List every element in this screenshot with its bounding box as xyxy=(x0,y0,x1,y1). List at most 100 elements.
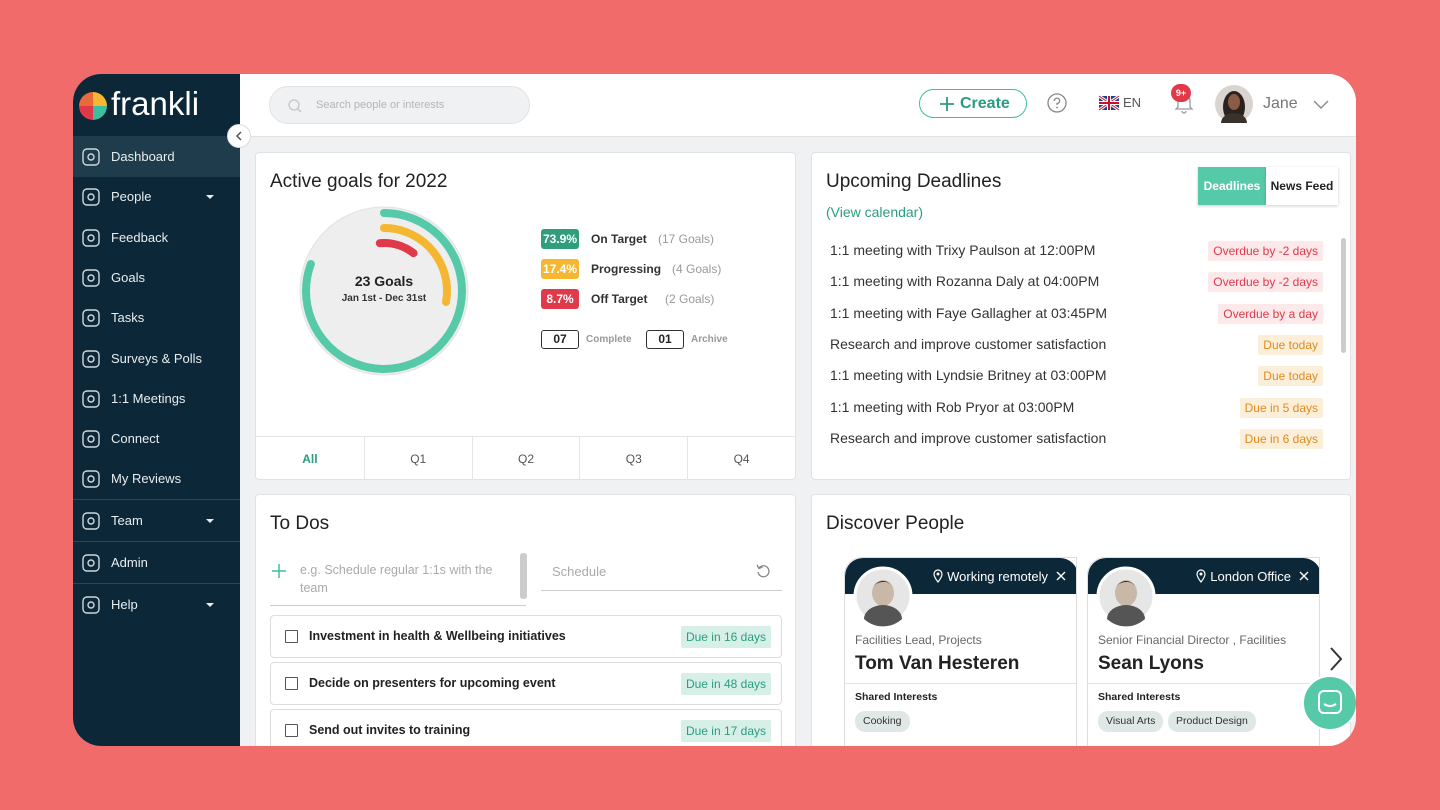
nav-item[interactable]: 1:1 Meetings xyxy=(73,378,240,419)
person-avatar xyxy=(853,566,913,627)
card-title: Upcoming Deadlines xyxy=(826,171,1002,192)
reset-icon[interactable] xyxy=(756,564,770,578)
nav-icon xyxy=(82,595,100,614)
nav-separator xyxy=(73,582,240,584)
deadline-text[interactable]: Research and improve customer satisfacti… xyxy=(830,429,1107,446)
next-arrow[interactable] xyxy=(1329,647,1343,671)
nav-label: Feedback xyxy=(111,229,169,245)
deadline-status: Overdue by -2 days xyxy=(1208,272,1323,293)
feed-toggle[interactable]: Deadlines xyxy=(1198,167,1266,205)
quarter-tabs: All Q1 Q2 Q3 Q4 xyxy=(256,436,795,481)
close-icon xyxy=(1299,571,1309,581)
nav-item[interactable]: People xyxy=(73,176,240,217)
nav-item[interactable]: Admin xyxy=(73,542,240,583)
language[interactable]: EN xyxy=(1123,95,1142,110)
nav-label: Tasks xyxy=(111,310,145,326)
nav-item[interactable]: Team xyxy=(73,500,240,541)
quarter-tab[interactable]: Q4 xyxy=(687,437,795,481)
deadline-text[interactable]: Research and improve customer satisfacti… xyxy=(830,335,1107,352)
search-placeholder: Search people or interests xyxy=(316,99,445,111)
counter-box: 07 xyxy=(541,330,579,349)
scrollbar xyxy=(1341,238,1346,353)
interest-tag[interactable]: Cooking xyxy=(855,711,910,732)
notification-count: 9+ xyxy=(1175,88,1187,98)
person-avatar xyxy=(1096,566,1156,627)
status-count: (4 Goals) xyxy=(672,262,722,276)
discover-card: Discover People Working remotely Faciliti… xyxy=(811,494,1351,746)
shared-interests-label: Shared Interests xyxy=(855,691,938,703)
todo-due: Due in 48 days xyxy=(680,673,771,695)
feed-toggle[interactable]: News Feed xyxy=(1266,167,1338,205)
schedule-placeholder[interactable]: Schedule xyxy=(552,564,607,579)
nav-icon xyxy=(82,511,100,530)
quarter-tab[interactable]: Q1 xyxy=(363,437,472,481)
quarter-tab[interactable]: All xyxy=(302,452,318,466)
nav-item[interactable]: Connect xyxy=(73,418,240,459)
status-label: Progressing xyxy=(591,262,662,276)
deadline-status: Overdue by a day xyxy=(1218,303,1323,324)
status-badge: 8.7% xyxy=(541,289,579,309)
person-card[interactable]: Working remotely Facilities Lead, Project… xyxy=(844,557,1077,746)
nav-item[interactable]: Feedback xyxy=(73,217,240,258)
deadline-text[interactable]: 1:1 meeting with Lyndsie Britney at 03:0… xyxy=(830,367,1107,384)
person-role: Facilities Lead, Projects xyxy=(855,633,982,647)
nav-caret xyxy=(206,602,214,607)
search-box[interactable]: Search people or interests xyxy=(269,86,530,124)
nav-item[interactable]: Tasks xyxy=(73,297,240,338)
nav-item[interactable]: Goals xyxy=(73,257,240,298)
deadline-text[interactable]: 1:1 meeting with Rozanna Daly at 04:00PM xyxy=(830,273,1100,290)
pin-icon xyxy=(933,569,943,583)
view-calendar-link[interactable]: (View calendar) xyxy=(826,204,924,220)
person-location: Working remotely xyxy=(947,569,1048,584)
deadline-list: 1:1 meeting with Trixy Paulson at 12:00P… xyxy=(812,231,1337,467)
deadline-status: Due in 6 days xyxy=(1239,428,1323,449)
chat-launcher[interactable] xyxy=(1302,675,1356,731)
nav-icon xyxy=(82,349,100,368)
input-underline xyxy=(270,605,526,606)
input-scrollbar xyxy=(520,553,527,599)
deadline-text[interactable]: 1:1 meeting with Faye Gallagher at 03:45… xyxy=(830,304,1108,321)
user-menu-caret[interactable] xyxy=(1313,100,1329,110)
quarter-tab[interactable]: Q2 xyxy=(471,437,580,481)
todo-item[interactable]: Decide on presenters for upcoming event D… xyxy=(270,662,782,705)
todo-checkbox[interactable] xyxy=(285,677,298,690)
nav-icon xyxy=(82,309,100,327)
nav-icon xyxy=(82,553,100,572)
todo-item[interactable]: Investment in health & Wellbeing initiat… xyxy=(270,615,782,658)
nav-label: Connect xyxy=(111,431,160,447)
create-label: Create xyxy=(960,95,1010,112)
person-location: London Office xyxy=(1210,569,1291,584)
nav-item[interactable]: Help xyxy=(73,584,240,625)
card-divider xyxy=(1088,683,1319,684)
deadline-text[interactable]: 1:1 meeting with Rob Pryor at 03:00PM xyxy=(830,398,1075,415)
nav-icon xyxy=(82,470,100,489)
add-icon[interactable] xyxy=(272,564,286,578)
logo-icon xyxy=(79,92,107,120)
nav-label: Surveys & Polls xyxy=(111,350,203,366)
nav-label: People xyxy=(111,189,152,205)
interest-tag[interactable]: Visual Arts xyxy=(1098,711,1164,732)
interest-tag[interactable]: Product Design xyxy=(1168,711,1256,732)
schedule-underline xyxy=(541,590,782,591)
nav-item[interactable]: My Reviews xyxy=(73,458,240,499)
create-button[interactable]: Create xyxy=(919,89,1027,118)
deadline-status: Due in 5 days xyxy=(1239,397,1323,418)
plus-icon xyxy=(940,97,954,111)
user-name[interactable]: Jane xyxy=(1263,95,1298,112)
todo-item[interactable]: Send out invites to training Due in 17 da… xyxy=(270,709,782,746)
help-icon[interactable] xyxy=(1047,93,1067,113)
user-avatar[interactable] xyxy=(1215,85,1253,123)
todo-checkbox[interactable] xyxy=(285,724,298,737)
collapse-button[interactable] xyxy=(227,124,251,148)
nav-item[interactable]: Surveys & Polls xyxy=(73,338,240,379)
nav-separator xyxy=(73,540,240,542)
todo-input-placeholder[interactable]: e.g. Schedule regular 1:1s with the team xyxy=(300,563,493,595)
deadline-text[interactable]: 1:1 meeting with Trixy Paulson at 12:00P… xyxy=(830,242,1096,258)
app-window: frankli Dashboard People Feedback Goals Task… xyxy=(73,74,1356,746)
nav-item[interactable]: Dashboard xyxy=(73,136,240,177)
shared-interests-label: Shared Interests xyxy=(1098,691,1181,703)
todo-checkbox[interactable] xyxy=(285,630,298,643)
status-count: (17 Goals) xyxy=(658,232,715,246)
person-card[interactable]: London Office Senior Financial Director ,… xyxy=(1087,557,1320,746)
quarter-tab[interactable]: Q3 xyxy=(579,437,687,481)
